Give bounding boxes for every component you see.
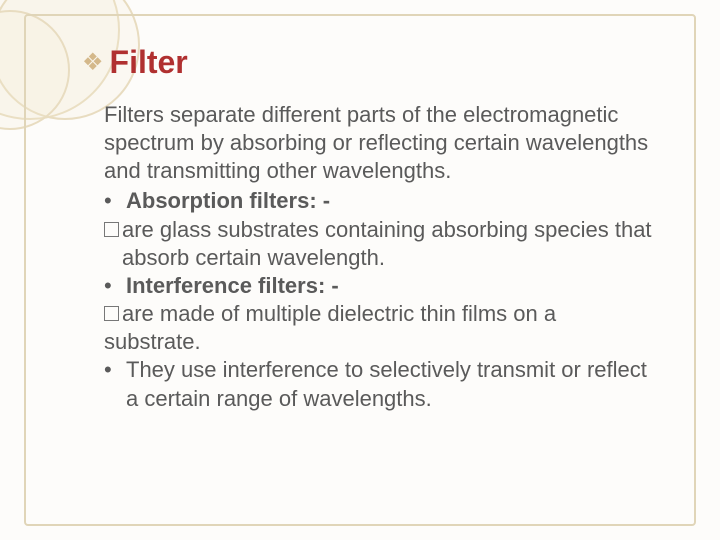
slide-frame: ❖ Filter Filters separate different part… — [24, 14, 696, 526]
slide-title: Filter — [110, 44, 188, 81]
bullet-item: • They use interference to selectively t… — [104, 356, 658, 412]
bullet-label: Interference filters: - — [126, 272, 339, 300]
bullet-description: are made of multiple dielectric thin fil… — [122, 300, 556, 328]
bullet-dot-icon: • — [104, 187, 126, 215]
slide-heading: ❖ Filter — [82, 44, 658, 81]
diamond-bullet-icon: ❖ — [82, 51, 104, 75]
bullet-item: • Absorption filters: - — [104, 187, 658, 215]
bullet-text: They use interference to selectively tra… — [126, 356, 658, 412]
checkbox-line: are made of multiple dielectric thin fil… — [104, 300, 658, 328]
bullet-dot-icon: • — [104, 272, 126, 300]
checkbox-icon — [104, 306, 119, 321]
bullet-description-cont: substrate. — [104, 328, 658, 356]
slide-body: Filters separate different parts of the … — [82, 101, 658, 413]
bullet-description: are glass substrates containing absorbin… — [122, 216, 658, 272]
bullet-dot-icon: • — [104, 356, 126, 412]
checkbox-line: are glass substrates containing absorbin… — [104, 216, 658, 272]
bullet-item: • Interference filters: - — [104, 272, 658, 300]
intro-paragraph: Filters separate different parts of the … — [104, 101, 658, 185]
checkbox-icon — [104, 222, 119, 237]
bullet-label: Absorption filters: - — [126, 187, 330, 215]
